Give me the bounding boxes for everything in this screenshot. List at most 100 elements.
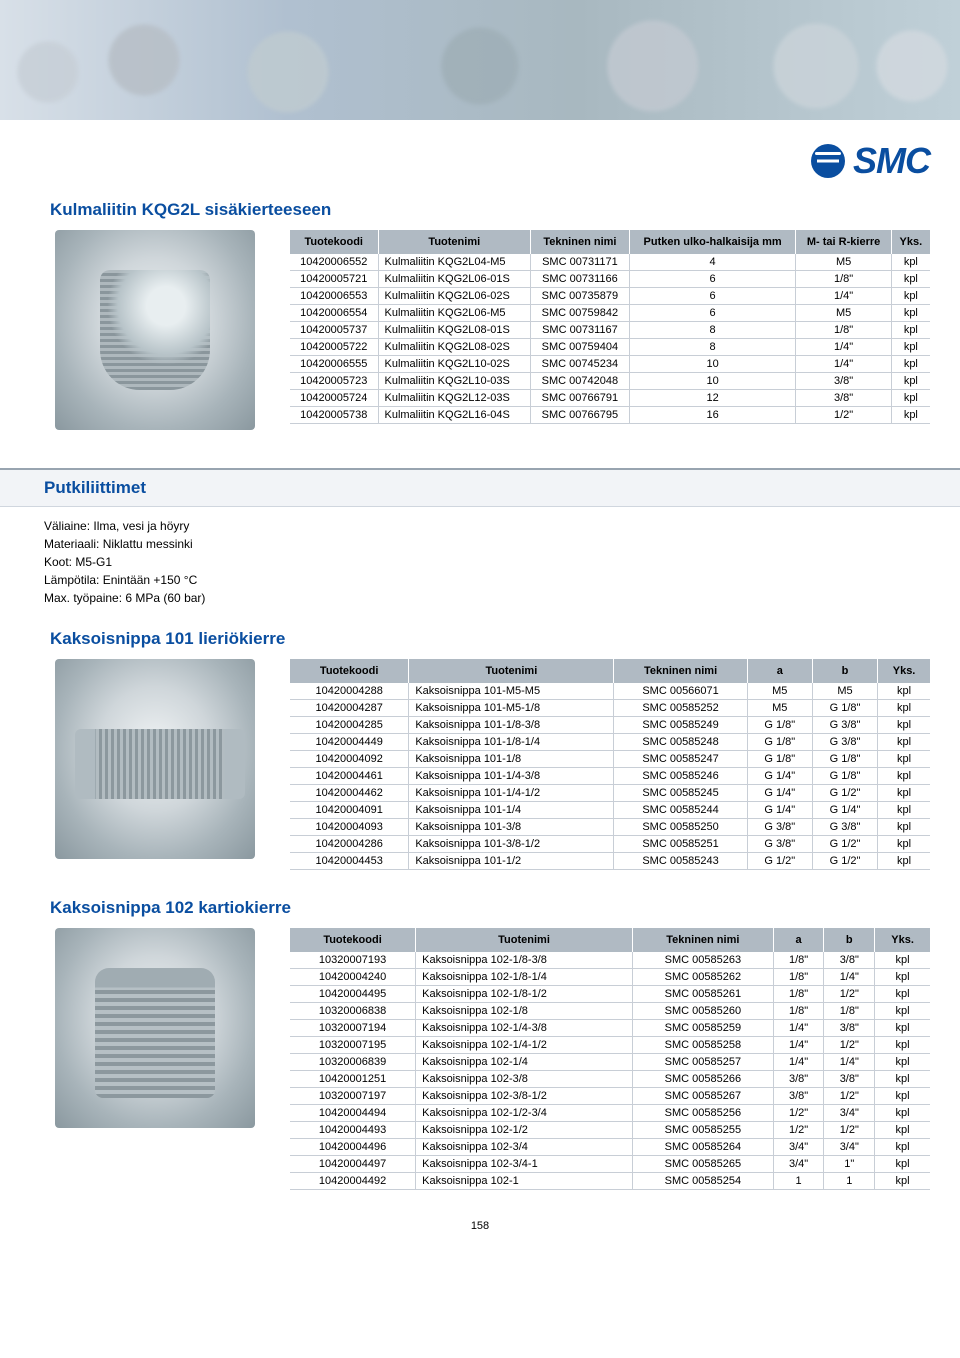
table-header: Yks. bbox=[875, 928, 930, 952]
table-cell: 10420004493 bbox=[290, 1122, 416, 1139]
table-cell: kpl bbox=[875, 1088, 930, 1105]
table-cell: Kaksoisnippa 102-1/8-3/8 bbox=[416, 952, 633, 969]
table-cell: 10420006552 bbox=[290, 254, 378, 271]
table-cell: Kaksoisnippa 101-3/8 bbox=[409, 819, 614, 836]
table-row: 10420006552Kulmaliitin KQG2L04-M5SMC 007… bbox=[290, 254, 930, 271]
table-cell: 10420004453 bbox=[290, 853, 409, 870]
section2-table-wrap: TuotekoodiTuotenimiTekninen nimiabYks. 1… bbox=[290, 659, 930, 870]
table-cell: Kaksoisnippa 102-3/8 bbox=[416, 1071, 633, 1088]
table-cell: 10420006554 bbox=[290, 305, 378, 322]
table-cell: SMC 00585258 bbox=[632, 1037, 773, 1054]
table-cell: G 1/4" bbox=[747, 768, 812, 785]
table-cell: Kaksoisnippa 101-1/4-3/8 bbox=[409, 768, 614, 785]
table-cell: SMC 00585261 bbox=[632, 986, 773, 1003]
table-cell: 10420005722 bbox=[290, 339, 378, 356]
table-row: 10320006839Kaksoisnippa 102-1/4SMC 00585… bbox=[290, 1054, 930, 1071]
table-row: 10420005737Kulmaliitin KQG2L08-01SSMC 00… bbox=[290, 322, 930, 339]
table-cell: kpl bbox=[878, 734, 930, 751]
table-cell: 1/2" bbox=[773, 1105, 824, 1122]
table-row: 10320007193Kaksoisnippa 102-1/8-3/8SMC 0… bbox=[290, 952, 930, 969]
table-cell: Kaksoisnippa 102-1/8-1/2 bbox=[416, 986, 633, 1003]
table-cell: 1/4" bbox=[773, 1020, 824, 1037]
table-cell: 6 bbox=[629, 288, 796, 305]
table-cell: kpl bbox=[875, 1037, 930, 1054]
table-cell: SMC 00585254 bbox=[632, 1173, 773, 1190]
table-cell: Kaksoisnippa 101-1/8-3/8 bbox=[409, 717, 614, 734]
section1-table: TuotekoodiTuotenimiTekninen nimiPutken u… bbox=[290, 230, 930, 424]
table-cell: SMC 00731171 bbox=[531, 254, 630, 271]
table-cell: Kaksoisnippa 102-1 bbox=[416, 1173, 633, 1190]
section1-table-wrap: TuotekoodiTuotenimiTekninen nimiPutken u… bbox=[290, 230, 930, 424]
table-cell: Kaksoisnippa 101-M5-1/8 bbox=[409, 700, 614, 717]
table-cell: 1/8" bbox=[796, 322, 891, 339]
table-cell: 10320007195 bbox=[290, 1037, 416, 1054]
product-image-fitting bbox=[55, 230, 255, 430]
table-cell: kpl bbox=[891, 373, 930, 390]
spec-line: Väliaine: Ilma, vesi ja höyry bbox=[44, 517, 960, 535]
table-cell: 10420004286 bbox=[290, 836, 409, 853]
table-cell: SMC 00585264 bbox=[632, 1139, 773, 1156]
table-cell: 10420004461 bbox=[290, 768, 409, 785]
table-cell: 10420004496 bbox=[290, 1139, 416, 1156]
table-cell: kpl bbox=[875, 1173, 930, 1190]
table-cell: 10420004449 bbox=[290, 734, 409, 751]
table-cell: G 1/8" bbox=[812, 700, 877, 717]
table-cell: SMC 00745234 bbox=[531, 356, 630, 373]
table-cell: 3/4" bbox=[773, 1156, 824, 1173]
table-cell: kpl bbox=[878, 836, 930, 853]
table-cell: kpl bbox=[878, 853, 930, 870]
table-cell: G 1/8" bbox=[812, 751, 877, 768]
table-header: b bbox=[812, 659, 877, 683]
table-row: 10420004286Kaksoisnippa 101-3/8-1/2SMC 0… bbox=[290, 836, 930, 853]
smc-logo-text: SMC bbox=[853, 140, 930, 182]
table-cell: Kulmaliitin KQG2L06-M5 bbox=[378, 305, 531, 322]
table-row: 10420004493Kaksoisnippa 102-1/2SMC 00585… bbox=[290, 1122, 930, 1139]
table-header: Tuotenimi bbox=[416, 928, 633, 952]
table-cell: kpl bbox=[891, 305, 930, 322]
smc-logo-icon bbox=[811, 144, 845, 178]
table-cell: Kaksoisnippa 101-1/8-1/4 bbox=[409, 734, 614, 751]
table-cell: 10420004497 bbox=[290, 1156, 416, 1173]
product-image-nipple-101 bbox=[55, 659, 255, 859]
table-row: 10420004287Kaksoisnippa 101-M5-1/8SMC 00… bbox=[290, 700, 930, 717]
table-cell: kpl bbox=[875, 1122, 930, 1139]
table-cell: 1/2" bbox=[773, 1122, 824, 1139]
table-cell: 3/8" bbox=[824, 1071, 875, 1088]
table-cell: 3/8" bbox=[796, 390, 891, 407]
table-cell: kpl bbox=[875, 969, 930, 986]
table-cell: 10420005723 bbox=[290, 373, 378, 390]
table-row: 10420004240Kaksoisnippa 102-1/8-1/4SMC 0… bbox=[290, 969, 930, 986]
section1-image bbox=[40, 230, 270, 430]
table-cell: SMC 00585263 bbox=[632, 952, 773, 969]
table-cell: SMC 00585244 bbox=[614, 802, 747, 819]
table-cell: kpl bbox=[891, 254, 930, 271]
table-cell: G 1/4" bbox=[747, 785, 812, 802]
table-cell: G 3/8" bbox=[812, 717, 877, 734]
table-cell: 1/2" bbox=[824, 1122, 875, 1139]
table-cell: SMC 00731166 bbox=[531, 271, 630, 288]
table-cell: kpl bbox=[891, 339, 930, 356]
section3-image bbox=[40, 928, 270, 1128]
table-cell: 1/2" bbox=[796, 407, 891, 424]
table-cell: 10320006839 bbox=[290, 1054, 416, 1071]
table-cell: M5 bbox=[747, 683, 812, 700]
table-row: 10420004462Kaksoisnippa 101-1/4-1/2SMC 0… bbox=[290, 785, 930, 802]
table-cell: 10420001251 bbox=[290, 1071, 416, 1088]
table-cell: kpl bbox=[891, 288, 930, 305]
table-cell: SMC 00759842 bbox=[531, 305, 630, 322]
section2-title: Kaksoisnippa 101 lieriökierre bbox=[0, 621, 960, 659]
table-cell: Kaksoisnippa 101-1/4 bbox=[409, 802, 614, 819]
table-cell: SMC 00585248 bbox=[614, 734, 747, 751]
table-cell: G 1/8" bbox=[747, 717, 812, 734]
section2-row: TuotekoodiTuotenimiTekninen nimiabYks. 1… bbox=[0, 659, 960, 890]
table-cell: Kulmaliitin KQG2L06-02S bbox=[378, 288, 531, 305]
table-cell: 1/4" bbox=[824, 969, 875, 986]
table-cell: SMC 00766791 bbox=[531, 390, 630, 407]
table-cell: 10420004091 bbox=[290, 802, 409, 819]
table-cell: G 1/4" bbox=[747, 802, 812, 819]
table-cell: kpl bbox=[875, 1105, 930, 1122]
table-cell: 10 bbox=[629, 356, 796, 373]
table-cell: SMC 00585249 bbox=[614, 717, 747, 734]
table-cell: 10320007194 bbox=[290, 1020, 416, 1037]
section2-image bbox=[40, 659, 270, 859]
